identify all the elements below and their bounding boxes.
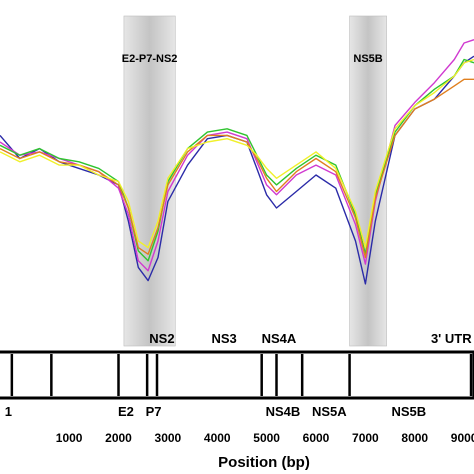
gene-label: NS2 [149,331,174,346]
gene-label: 3' UTR [431,331,472,346]
genome-map-box [0,350,474,400]
gene-label: NS4A [262,331,297,346]
highlight-bands: E2-P7-NS2 NS5B [122,15,387,347]
x-tick-label: 9000 [451,431,474,445]
x-tick-label: 5000 [253,431,280,445]
x-tick-label: 3000 [155,431,182,445]
x-tick-label: 7000 [352,431,379,445]
similarity-series [0,39,474,285]
x-tick-label: 4000 [204,431,231,445]
genome-map [0,350,474,400]
gene-label: NS5A [312,404,347,419]
series-line [0,55,474,285]
x-axis: Position (bp) 1000 2000 3000 4000 5000 6000 70… [56,431,474,471]
gene-label: NS4B [266,404,301,419]
band-label: E2-P7-NS2 [122,53,178,65]
x-tick-label: 8000 [401,431,428,445]
gene-label: E2 [118,404,134,419]
band-label: NS5B [353,53,382,65]
x-axis-title: Position (bp) [218,454,310,471]
x-tick-label: 1000 [56,431,83,445]
series-line [0,58,474,262]
series-line [0,78,474,259]
gene-label: 1 [5,404,12,419]
gene-labels: NS2 NS3 NS4A 3' UTR 1 E2 P7 NS4B NS5A NS5B [5,331,472,419]
series-line [0,58,474,249]
series-line [0,39,474,272]
gene-label: P7 [146,404,162,419]
gene-label: NS3 [212,331,237,346]
x-tick-label: 6000 [303,431,330,445]
gene-label: NS5B [391,404,426,419]
x-tick-label: 2000 [105,431,132,445]
